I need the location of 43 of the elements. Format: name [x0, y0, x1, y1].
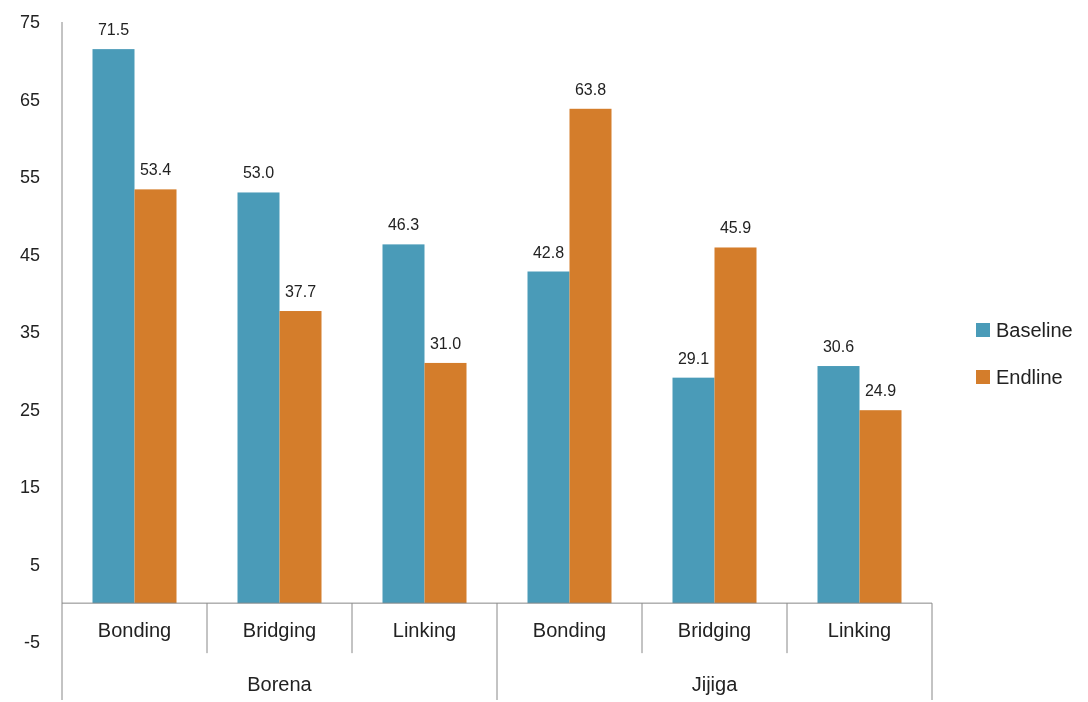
- data-label: 37.7: [284, 283, 317, 301]
- data-label: 29.1: [677, 349, 710, 367]
- y-tick-label: 45: [19, 244, 40, 265]
- y-tick-label: 35: [19, 322, 40, 343]
- data-label: 53.4: [139, 161, 172, 179]
- bar: [527, 271, 570, 604]
- data-label: 24.9: [864, 382, 897, 400]
- x-tick-label: Bonding: [97, 619, 172, 642]
- data-label: 63.8: [574, 80, 607, 98]
- bar: [424, 362, 467, 604]
- data-label: 71.5: [97, 21, 130, 39]
- x-tick-label: Linking: [827, 619, 892, 642]
- y-tick-label: -5: [23, 632, 40, 653]
- bar: [279, 311, 322, 604]
- bar: [237, 192, 280, 604]
- data-label: 45.9: [719, 219, 752, 237]
- legend-label: Endline: [996, 366, 1063, 388]
- legend-label: Baseline: [996, 319, 1073, 341]
- bar: [569, 108, 612, 604]
- data-label: 31.0: [429, 334, 462, 352]
- annotation: Borena: [247, 673, 313, 696]
- bar: [92, 49, 135, 604]
- bar: [382, 244, 425, 604]
- y-tick-label: 25: [19, 399, 40, 420]
- data-label: 46.3: [387, 216, 420, 234]
- bar: [134, 189, 177, 604]
- y-tick-label: 55: [19, 167, 40, 188]
- x-tick-label: Bridging: [677, 619, 752, 642]
- data-label: 30.6: [822, 338, 855, 356]
- y-tick-label: 15: [19, 477, 40, 498]
- x-tick-label: Bonding: [532, 619, 607, 642]
- y-tick-label: 65: [19, 89, 40, 110]
- y-tick-label: 75: [19, 12, 40, 33]
- y-tick-label: 5: [29, 554, 40, 575]
- bar: [859, 410, 902, 604]
- bar: [817, 366, 860, 604]
- data-label: 53.0: [242, 164, 275, 182]
- annotation: Jijiga: [691, 673, 739, 696]
- x-tick-label: Linking: [392, 619, 457, 642]
- data-label: 42.8: [532, 243, 565, 261]
- bar: [714, 247, 757, 604]
- x-tick-label: Bridging: [242, 619, 317, 642]
- bar: [672, 377, 715, 604]
